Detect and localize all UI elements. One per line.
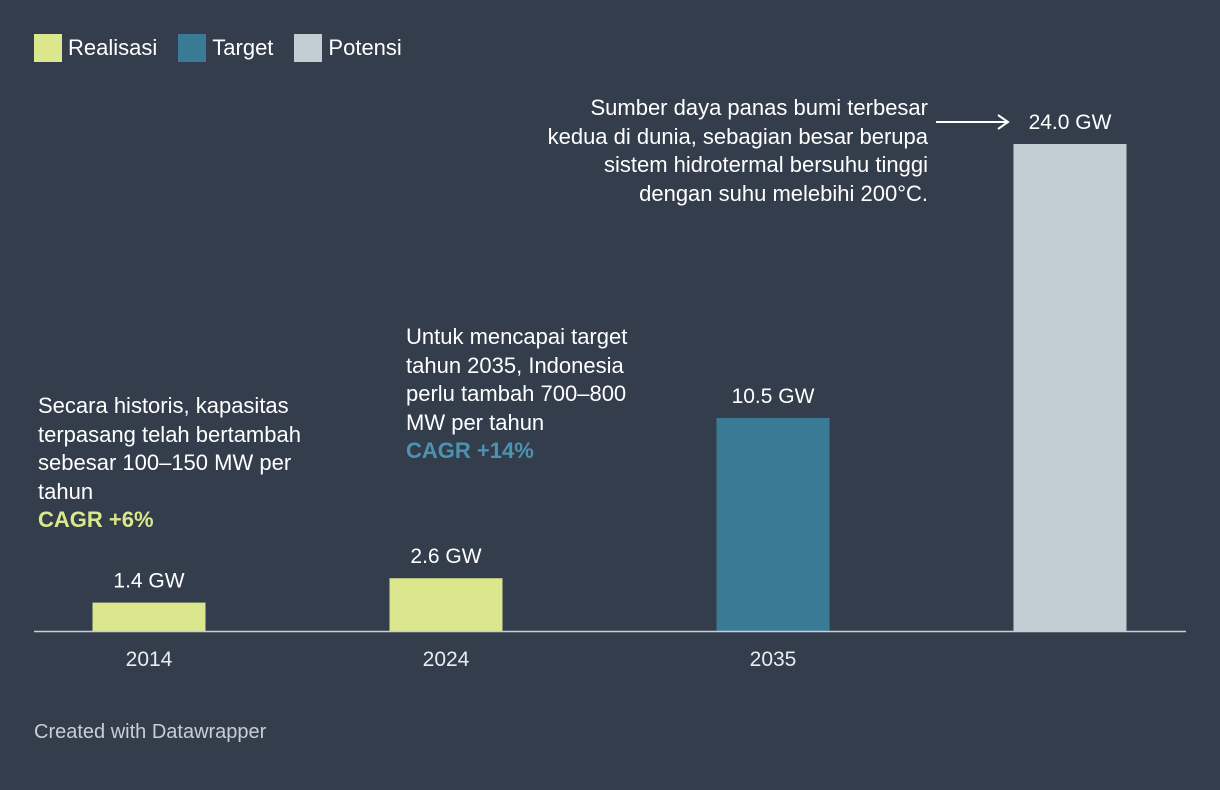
legend-label-target: Target: [212, 35, 274, 60]
legend: Realisasi Target Potensi: [34, 34, 423, 62]
x-tick-label: 2024: [423, 648, 470, 671]
annotation-historic: Secara historis, kapasitas terpasang tel…: [38, 392, 318, 535]
bar-value-label: 1.4 GW: [113, 570, 184, 593]
annotation-potential-text: Sumber daya panas bumi terbesar kedua di…: [547, 95, 928, 206]
legend-label-potensi: Potensi: [328, 35, 402, 60]
annotation-historic-cagr: CAGR +6%: [38, 507, 154, 532]
bar-2035[interactable]: [716, 417, 830, 631]
footer-credit: Created with Datawrapper: [34, 721, 267, 743]
legend-swatch-realisasi: [34, 34, 62, 62]
annotation-target: Untuk mencapai target tahun 2035, Indone…: [406, 323, 666, 466]
legend-swatch-potensi: [294, 34, 323, 62]
annotation-target-cagr: CAGR +14%: [406, 438, 534, 463]
x-tick-label: 2014: [126, 648, 173, 671]
bar-potensi[interactable]: [1013, 144, 1127, 631]
bar-2014[interactable]: [92, 602, 206, 631]
legend-swatch-target: [178, 34, 207, 62]
legend-item-target[interactable]: Target: [178, 34, 273, 62]
x-tick-label: 2035: [750, 648, 797, 671]
legend-item-potensi[interactable]: Potensi: [294, 34, 402, 62]
annotation-potential: Sumber daya panas bumi terbesar kedua di…: [540, 94, 928, 208]
legend-label-realisasi: Realisasi: [68, 35, 158, 60]
bar-2024[interactable]: [389, 578, 503, 631]
bar-value-label: 24.0 GW: [1029, 111, 1112, 134]
bar-value-label: 2.6 GW: [410, 545, 481, 568]
legend-item-realisasi[interactable]: Realisasi: [34, 34, 157, 62]
bar-value-label: 10.5 GW: [732, 385, 815, 408]
annotation-historic-text: Secara historis, kapasitas terpasang tel…: [38, 393, 301, 504]
annotation-target-text: Untuk mencapai target tahun 2035, Indone…: [406, 324, 628, 435]
annotation-arrow: [936, 114, 1010, 130]
